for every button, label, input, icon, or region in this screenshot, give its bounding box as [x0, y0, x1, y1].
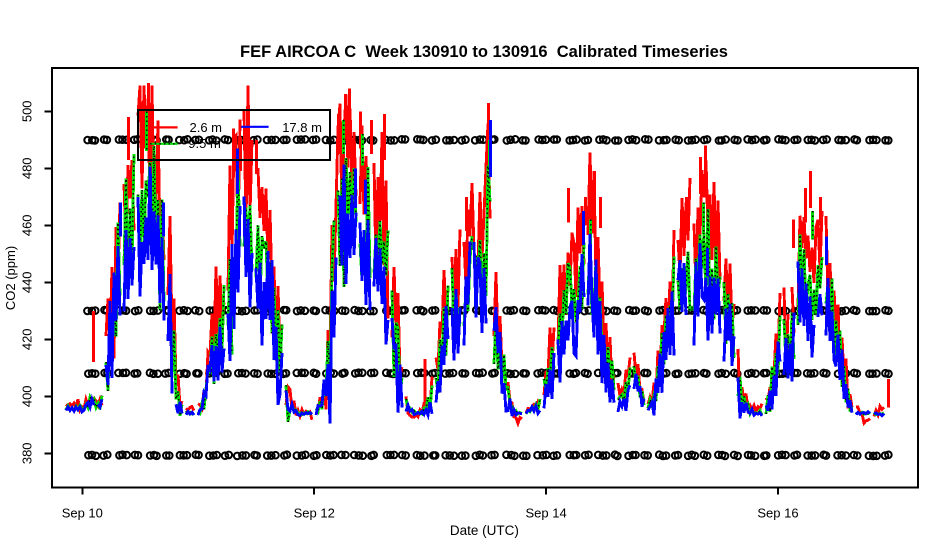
svg-text:400: 400 [20, 385, 35, 407]
svg-text:17.8 m: 17.8 m [282, 120, 322, 135]
svg-text:Date (UTC): Date (UTC) [450, 523, 519, 538]
svg-text:500: 500 [20, 100, 35, 122]
svg-text:380: 380 [20, 442, 35, 464]
svg-text:Sep 16: Sep 16 [757, 506, 798, 521]
svg-text:440: 440 [20, 271, 35, 293]
svg-text:CO2 (ppm): CO2 (ppm) [3, 246, 18, 310]
svg-text:Sep 10: Sep 10 [62, 506, 103, 521]
svg-text:9.5 m: 9.5 m [188, 136, 221, 151]
svg-text:2.6 m: 2.6 m [190, 120, 223, 135]
svg-text:420: 420 [20, 328, 35, 350]
svg-text:480: 480 [20, 157, 35, 179]
svg-text:Sep 12: Sep 12 [294, 506, 335, 521]
svg-text:Sep 14: Sep 14 [525, 506, 566, 521]
svg-text:FEF AIRCOA C Week 130910 to 1: FEF AIRCOA C Week 130910 to 130916 Calib… [240, 43, 728, 61]
svg-text:460: 460 [20, 214, 35, 236]
